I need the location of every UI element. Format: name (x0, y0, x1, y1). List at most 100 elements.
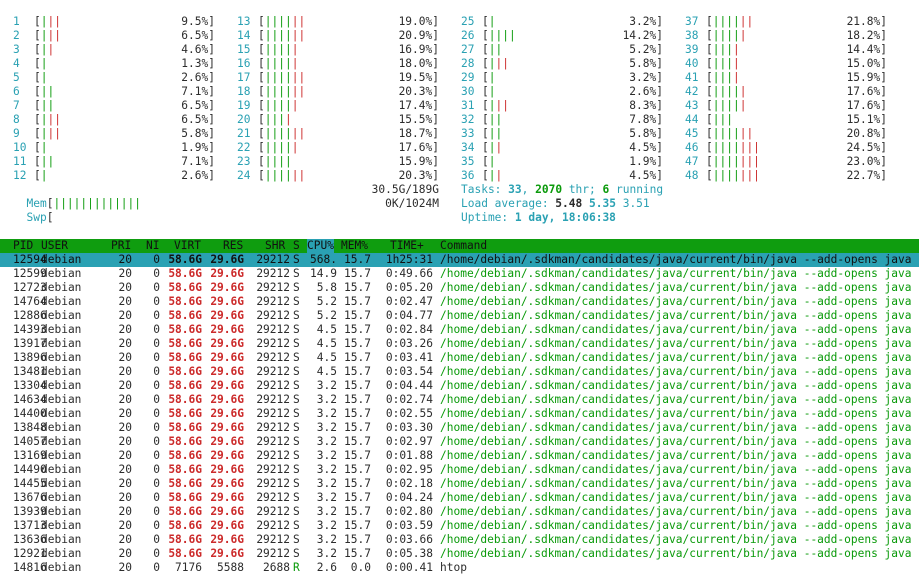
cell-command: /home/debian/.sdkman/candidates/java/cur… (440, 295, 912, 308)
col-mem[interactable]: MEM% (341, 239, 368, 252)
cell-ni: 0 (153, 365, 160, 378)
table-row[interactable]: 14816 debian 20 0 7176 5588 2688 R 2.6 0.0 0:00.41… (0, 561, 919, 575)
cpu-pct-wrap: 15.9%] (846, 71, 887, 84)
cpu-pct-wrap: 2.6%] (181, 169, 215, 182)
cell-user: debian (41, 477, 82, 490)
table-row[interactable]: 13713 debian 20 0 58.6G 29.6G 29212 S 3.2 15.7 0:0… (0, 519, 919, 533)
col-shr[interactable]: SHR (265, 239, 286, 252)
cell-res: 29.6G (210, 323, 244, 336)
col-time[interactable]: TIME+ (390, 239, 424, 252)
table-row[interactable]: 13896 debian 20 0 58.6G 29.6G 29212 S 4.5 15.7 0:0… (0, 351, 919, 365)
cell-pid: 13676 (13, 491, 47, 504)
col-pri[interactable]: PRI (111, 239, 132, 252)
cpu-pct: 15.1% (846, 113, 881, 126)
table-row[interactable]: 13848 debian 20 0 58.6G 29.6G 29212 S 3.2 15.7 0:0… (0, 421, 919, 435)
cell-cpu-pct: 3.2 (316, 463, 337, 476)
col-command[interactable]: Command (440, 239, 488, 252)
cpu-bar-system: | (291, 141, 299, 154)
cell-pri: 20 (118, 365, 132, 378)
table-row[interactable]: 13636 debian 20 0 58.6G 29.6G 29212 S 3.2 15.7 0:0… (0, 533, 919, 547)
table-row[interactable]: 14455 debian 20 0 58.6G 29.6G 29212 S 3.2 15.7 0:0… (0, 477, 919, 491)
cpu-id: 36 (461, 169, 475, 182)
table-row[interactable]: 14490 debian 20 0 58.6G 29.6G 29212 S 3.2 15.7 0:0… (0, 463, 919, 477)
cpu-meter: 34 [|| 4.5%] (461, 141, 663, 155)
table-row[interactable]: 13481 debian 20 0 58.6G 29.6G 29212 S 4.5 15.7 0:0… (0, 365, 919, 379)
table-row[interactable]: 13304 debian 20 0 58.6G 29.6G 29212 S 3.2 15.7 0:0… (0, 379, 919, 393)
cell-state: S (293, 351, 300, 364)
cpu-meter: 30 [| 2.6%] (461, 85, 663, 99)
cpu-bar-user: |||| (264, 85, 292, 98)
cpu-pct-wrap: 19.0%] (398, 15, 439, 28)
col-user[interactable]: USER (41, 239, 68, 252)
bracket-open: [ (258, 113, 265, 126)
cell-pri: 20 (118, 253, 132, 266)
cpu-meter: 39 [|||| 14.4%] (685, 43, 887, 57)
bracket-open: [ (482, 141, 489, 154)
cell-shr: 29212 (256, 393, 290, 406)
cpu-id: 29 (461, 71, 475, 84)
cpu-id: 33 (461, 127, 475, 140)
cell-res: 29.6G (210, 253, 244, 266)
table-row[interactable]: 12599 debian 20 0 58.6G 29.6G 29212 S 14.9 15.7 0:… (0, 267, 919, 281)
table-row[interactable]: 14764 debian 20 0 58.6G 29.6G 29212 S 5.2 15.7 0:0… (0, 295, 919, 309)
cpu-pct-wrap: 22.7%] (846, 169, 887, 182)
table-row[interactable]: 13676 debian 20 0 58.6G 29.6G 29212 S 3.2 15.7 0:0… (0, 491, 919, 505)
cell-state: S (293, 449, 300, 462)
cell-shr: 29212 (256, 421, 290, 434)
cpu-pct-wrap: 15.1%] (846, 113, 887, 126)
cell-pri: 20 (118, 407, 132, 420)
cell-mem-pct: 15.7 (344, 407, 371, 420)
cell-state: S (293, 281, 300, 294)
cell-res: 29.6G (210, 477, 244, 490)
table-row[interactable]: 13939 debian 20 0 58.6G 29.6G 29212 S 3.2 15.7 0:0… (0, 505, 919, 519)
cpu-meter: 40 [|||| 15.0%] (685, 57, 887, 71)
col-ni[interactable]: NI (146, 239, 160, 252)
cell-state: S (293, 393, 300, 406)
bracket-open: [ (34, 99, 41, 112)
bracket-open: [ (706, 99, 713, 112)
col-cpu-sorted[interactable]: CPU% (307, 239, 334, 253)
col-pid[interactable]: PID (13, 239, 34, 252)
table-row[interactable]: 14400 debian 20 0 58.6G 29.6G 29212 S 3.2 15.7 0:0… (0, 407, 919, 421)
cell-user: debian (41, 281, 82, 294)
cell-user: debian (41, 309, 82, 322)
col-virt[interactable]: VIRT (174, 239, 201, 252)
cpu-id: 15 (237, 43, 251, 56)
cpu-id: 24 (237, 169, 251, 182)
cpu-pct-wrap: 15.5%] (398, 113, 439, 126)
cell-virt: 58.6G (168, 379, 202, 392)
table-row[interactable]: 14634 debian 20 0 58.6G 29.6G 29212 S 3.2 15.7 0:0… (0, 393, 919, 407)
table-row[interactable]: 14393 debian 20 0 58.6G 29.6G 29212 S 4.5 15.7 0:0… (0, 323, 919, 337)
table-row[interactable]: 13169 debian 20 0 58.6G 29.6G 29212 S 3.2 15.7 0:0… (0, 449, 919, 463)
bracket-open: [ (482, 127, 489, 140)
table-row[interactable]: 14057 debian 20 0 58.6G 29.6G 29212 S 3.2 15.7 0:0… (0, 435, 919, 449)
cpu-pct-wrap: 24.5%] (846, 141, 887, 154)
cpu-pct-wrap: 19.5%] (398, 71, 439, 84)
load-1min: 5.48 (555, 197, 583, 210)
cell-user: debian (41, 337, 82, 350)
table-row[interactable]: 12921 debian 20 0 58.6G 29.6G 29212 S 3.2 15.7 0:0… (0, 547, 919, 561)
cell-virt: 58.6G (168, 533, 202, 546)
uptime-value: 1 day, 18:06:38 (514, 211, 616, 224)
bracket-open: [ (706, 57, 713, 70)
cell-pri: 20 (118, 393, 132, 406)
col-s[interactable]: S (293, 239, 300, 252)
table-row-selected[interactable]: 12594 debian 20 0 58.6G 29.6G 29212 S 568. 15.7 1h… (0, 253, 919, 267)
cell-command: /home/debian/.sdkman/candidates/java/cur… (440, 407, 912, 420)
cell-pri: 20 (118, 505, 132, 518)
col-res[interactable]: RES (223, 239, 244, 252)
cpu-bar-user: |||| (264, 57, 292, 70)
bracket-open: [ (34, 127, 41, 140)
cell-state: S (293, 337, 300, 350)
cell-res: 29.6G (210, 519, 244, 532)
cpu-id: 13 (237, 15, 251, 28)
cell-pid: 13917 (13, 337, 47, 350)
table-row[interactable]: 12723 debian 20 0 58.6G 29.6G 29212 S 5.8 15.7 0:0… (0, 281, 919, 295)
cpu-meter: 44 [||| 15.1%] (685, 113, 887, 127)
cell-shr: 29212 (256, 491, 290, 504)
table-row[interactable]: 12886 debian 20 0 58.6G 29.6G 29212 S 5.2 15.7 0:0… (0, 309, 919, 323)
cell-command: /home/debian/.sdkman/candidates/java/cur… (440, 309, 912, 322)
table-row[interactable]: 13917 debian 20 0 58.6G 29.6G 29212 S 4.5 15.7 0:0… (0, 337, 919, 351)
bracket-open: [ (706, 43, 713, 56)
cell-virt: 58.6G (168, 547, 202, 560)
